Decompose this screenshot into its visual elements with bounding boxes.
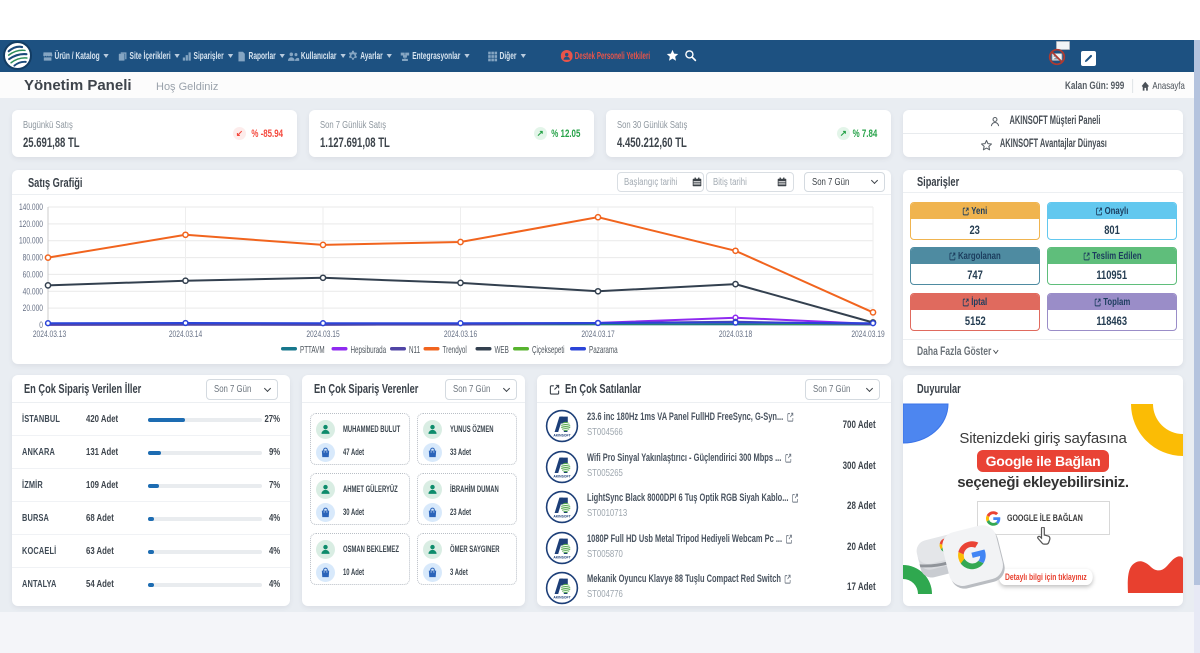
- svg-text:20.000: 20.000: [23, 303, 44, 313]
- svg-text:AKINSOFT: AKINSOFT: [553, 596, 571, 600]
- svg-text:N11: N11: [409, 343, 420, 355]
- svg-text:140.000: 140.000: [19, 202, 44, 212]
- svg-text:2024.03.17: 2024.03.17: [581, 329, 614, 339]
- svg-text:WEB: WEB: [495, 343, 509, 355]
- svg-text:2024.03.14: 2024.03.14: [169, 329, 203, 339]
- svg-text:AKINSOFT: AKINSOFT: [553, 555, 571, 559]
- svg-text:AKINSOFT: AKINSOFT: [553, 515, 571, 519]
- svg-text:Çiçeksepeti: Çiçeksepeti: [532, 343, 565, 355]
- svg-text:2024.03.13: 2024.03.13: [33, 329, 67, 339]
- svg-text:AKINSOFT: AKINSOFT: [553, 474, 571, 478]
- svg-text:120.000: 120.000: [19, 219, 44, 229]
- svg-text:60.000: 60.000: [23, 269, 44, 279]
- svg-text:2024.03.18: 2024.03.18: [719, 329, 753, 339]
- svg-text:0: 0: [39, 320, 43, 330]
- svg-text:Pazarama: Pazarama: [589, 343, 618, 355]
- svg-text:PTTAVM: PTTAVM: [300, 343, 325, 355]
- svg-text:AKINSOFT: AKINSOFT: [553, 434, 571, 438]
- svg-text:2024.03.15: 2024.03.15: [306, 329, 340, 339]
- svg-text:Hepsiburada: Hepsiburada: [351, 343, 387, 355]
- svg-text:2024.03.19: 2024.03.19: [851, 329, 885, 339]
- svg-text:80.000: 80.000: [23, 253, 44, 263]
- svg-text:Trendyol: Trendyol: [443, 343, 467, 355]
- svg-text:100.000: 100.000: [19, 236, 44, 246]
- svg-text:2024.03.16: 2024.03.16: [444, 329, 478, 339]
- svg-text:40.000: 40.000: [23, 286, 44, 296]
